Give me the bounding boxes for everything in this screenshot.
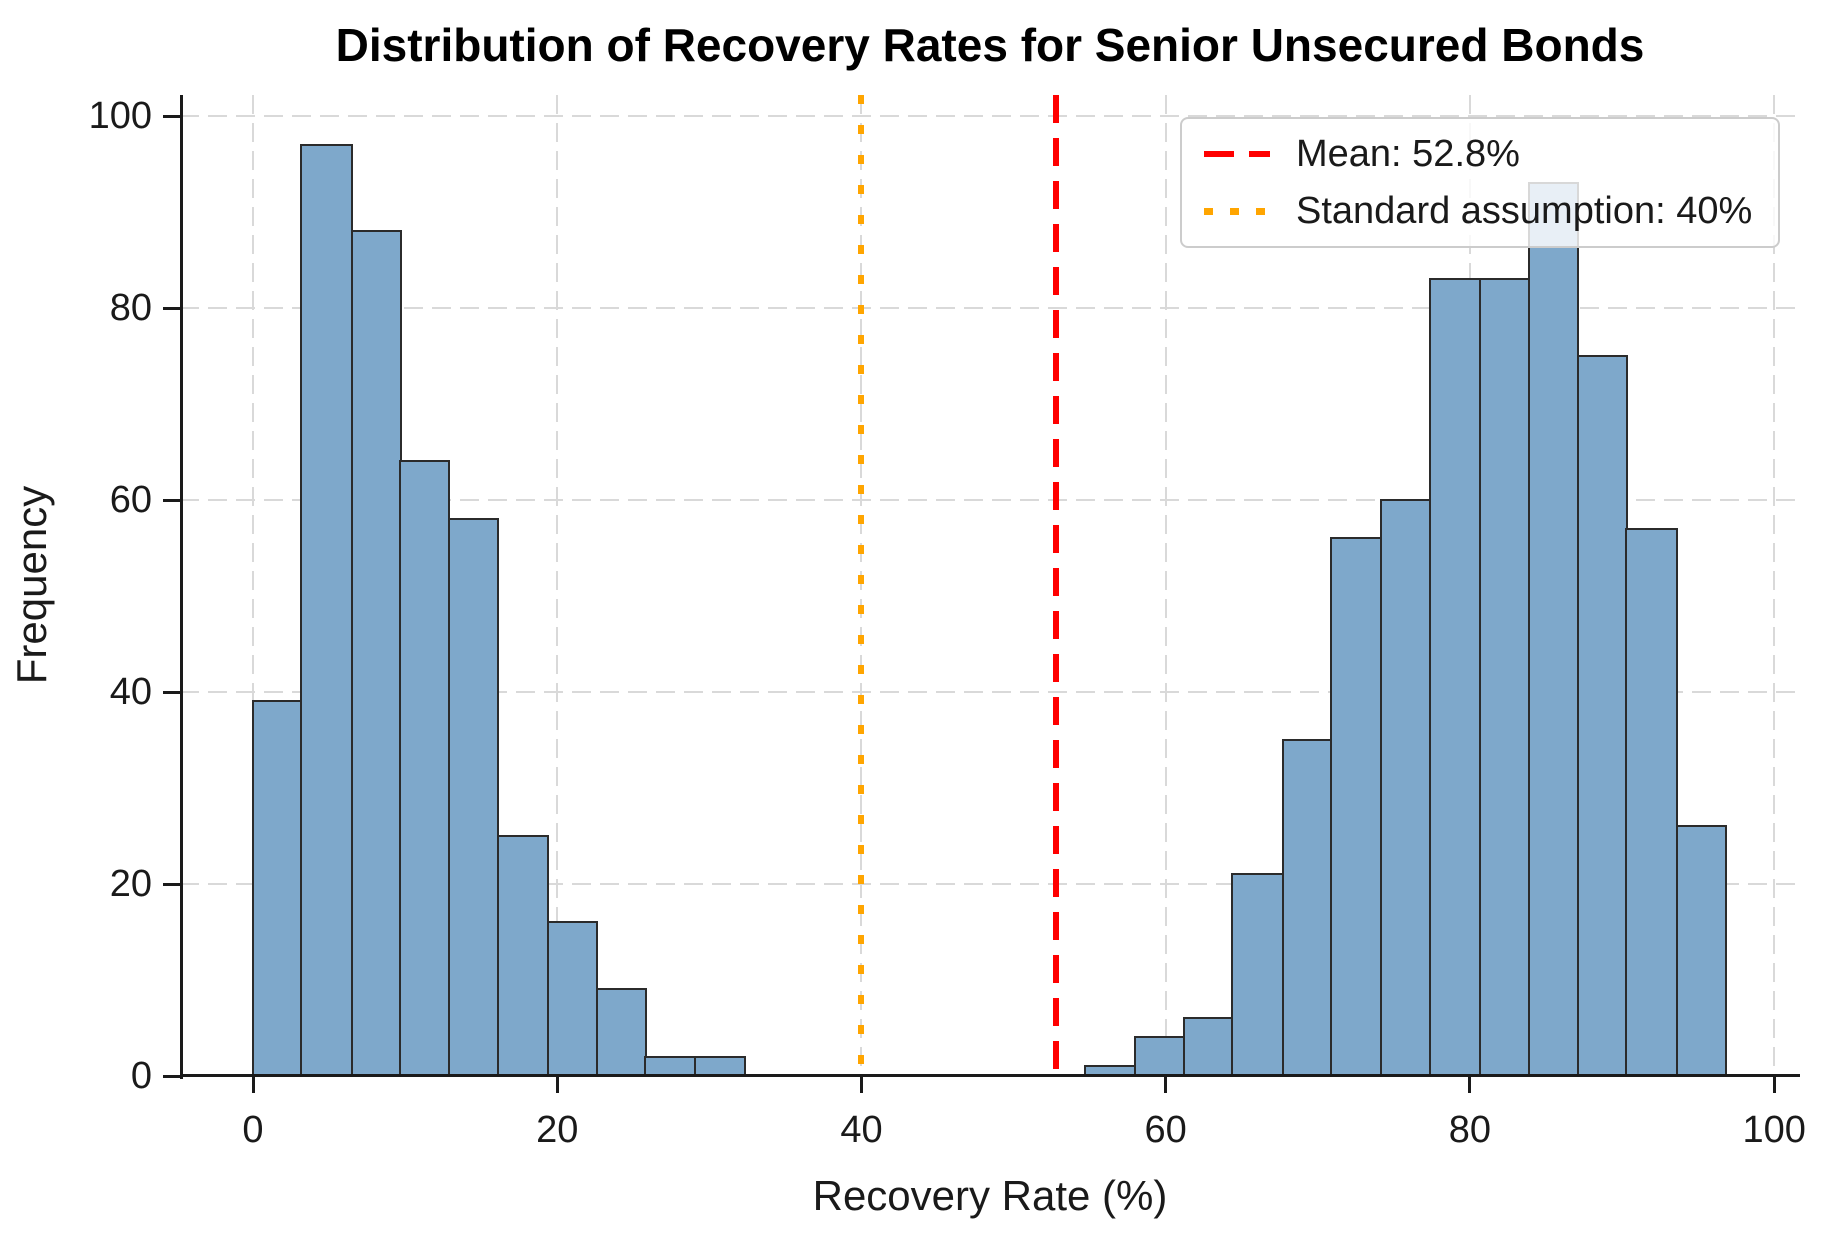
histogram-bar: [595, 988, 647, 1076]
v-gridline: [1773, 95, 1776, 1076]
histogram-bar: [1231, 873, 1285, 1076]
h-gridline: [180, 883, 1800, 886]
histogram-bar: [350, 230, 402, 1076]
y-tickmark: [163, 114, 180, 118]
plot-area: 0 20 40 60 80 100 0 20 40 60 80 100: [89, 95, 1806, 1151]
x-tick-label: 60: [1144, 1109, 1187, 1151]
x-tick-label: 80: [1448, 1109, 1492, 1151]
histogram-bar: [496, 834, 550, 1076]
y-axis-spine: [180, 95, 183, 1079]
x-tick-label: 100: [1742, 1109, 1806, 1151]
standard-assumption-line: [858, 95, 865, 1076]
histogram-bar: [447, 518, 500, 1076]
chart-title: Distribution of Recovery Rates for Senio…: [335, 19, 1645, 71]
y-tick-label: 80: [109, 287, 152, 330]
y-tickmark: [163, 1074, 180, 1078]
histogram-bar: [1527, 182, 1580, 1076]
histogram-bar: [1576, 354, 1628, 1076]
legend-item-mean: Mean: 52.8%: [1204, 130, 1756, 178]
histogram-bar: [694, 1055, 746, 1076]
histogram-bar: [644, 1055, 697, 1076]
y-tickmark: [163, 882, 180, 886]
histogram-bar: [399, 460, 451, 1076]
histogram-bar: [1675, 825, 1727, 1076]
mean-line: [1053, 95, 1060, 1076]
y-tickmark: [163, 690, 180, 694]
h-gridline: [180, 691, 1800, 694]
histogram-bar: [300, 143, 354, 1076]
assumption-dotted-line-icon: [1204, 207, 1270, 215]
legend-label-mean: Mean: 52.8%: [1296, 132, 1520, 175]
y-tick-label: 0: [130, 1055, 152, 1097]
histogram-bar: [1380, 498, 1432, 1076]
x-tickmark: [1468, 1076, 1472, 1093]
x-axis-label: Recovery Rate (%): [812, 1172, 1168, 1219]
x-tick-label: 40: [840, 1109, 883, 1151]
x-axis-spine: [180, 1074, 1800, 1077]
histogram-bar: [251, 700, 303, 1076]
histogram-bar: [1182, 1017, 1234, 1076]
legend: Mean: 52.8% Standard assumption: 40%: [1180, 117, 1780, 248]
x-tick-label: 20: [536, 1109, 579, 1151]
v-gridline: [252, 95, 254, 1076]
h-gridline: [180, 307, 1800, 310]
x-tickmark: [1164, 1076, 1168, 1093]
y-tickmark: [163, 498, 180, 502]
y-tickmark: [163, 306, 180, 310]
histogram-bar: [546, 921, 599, 1076]
x-tickmark: [859, 1076, 863, 1093]
mean-dashed-line-icon: [1204, 151, 1270, 157]
histogram-bar: [1479, 278, 1531, 1076]
y-tick-label: 20: [109, 863, 152, 906]
histogram-bar: [1281, 738, 1333, 1076]
histogram-bar: [1330, 537, 1383, 1076]
histogram-bar: [1625, 527, 1679, 1076]
histogram-bar: [1134, 1036, 1186, 1076]
x-tickmark: [1772, 1076, 1776, 1093]
v-gridline: [556, 95, 559, 1076]
v-gridline: [1164, 95, 1167, 1076]
y-tick-label: 60: [109, 479, 152, 522]
x-tick-label: 0: [242, 1109, 264, 1151]
y-axis-label: Frequency: [8, 485, 55, 685]
x-tickmark: [555, 1076, 559, 1093]
y-tick-label: 40: [109, 671, 152, 714]
h-gridline: [180, 115, 1800, 118]
legend-item-standard-assumption: Standard assumption: 40%: [1204, 187, 1756, 235]
histogram-bar: [1429, 278, 1482, 1076]
h-gridline: [180, 499, 1800, 502]
legend-label-standard-assumption: Standard assumption: 40%: [1296, 189, 1753, 232]
y-tick-label: 100: [88, 95, 152, 138]
x-tickmark: [251, 1076, 255, 1093]
